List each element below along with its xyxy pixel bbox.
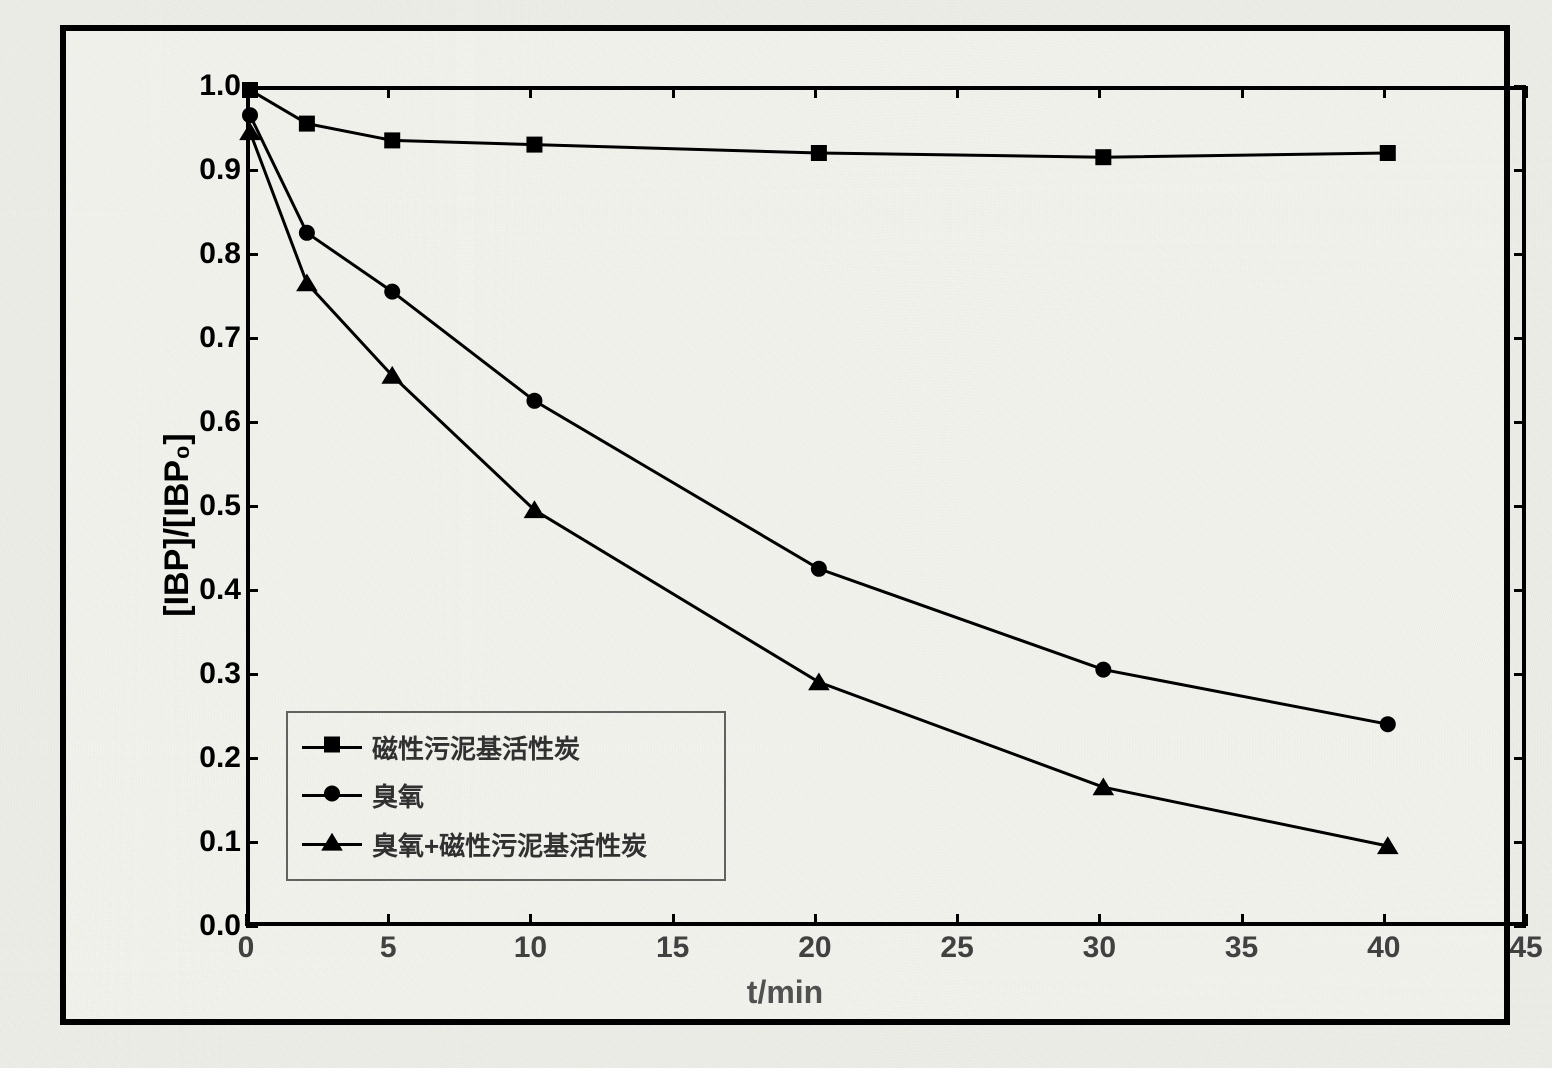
y-tick-label: 0.5 xyxy=(161,489,241,523)
y-tick xyxy=(1514,841,1526,844)
x-tick-label: 30 xyxy=(1083,931,1116,965)
y-tick-label: 0.9 xyxy=(161,153,241,187)
triangle-marker xyxy=(296,273,318,291)
x-tick-label: 10 xyxy=(514,931,547,965)
y-tick xyxy=(1514,757,1526,760)
y-tick-label: 0.2 xyxy=(161,741,241,775)
y-tick xyxy=(246,757,258,760)
legend-line xyxy=(302,794,362,797)
y-tick xyxy=(1514,253,1526,256)
y-tick xyxy=(246,337,258,340)
legend-label: 臭氧 xyxy=(372,777,424,814)
legend-marker xyxy=(320,830,344,859)
y-tick xyxy=(246,169,258,172)
circle-marker xyxy=(242,107,258,123)
circle-marker xyxy=(1380,716,1396,732)
y-tick xyxy=(246,421,258,424)
x-tick xyxy=(1241,86,1244,98)
y-tick xyxy=(1514,169,1526,172)
x-tick xyxy=(672,914,675,926)
legend-row-ozone-plus-carbon: 臭氧+磁性污泥基活性炭 xyxy=(302,826,710,863)
x-tick-label: 20 xyxy=(798,931,831,965)
legend-row-ozone: 臭氧 xyxy=(302,777,710,814)
legend-line xyxy=(302,746,362,749)
y-tick xyxy=(1514,589,1526,592)
y-tick xyxy=(246,673,258,676)
y-tick xyxy=(246,253,258,256)
circle-marker xyxy=(811,561,827,577)
y-tick xyxy=(246,589,258,592)
x-tick-label: 0 xyxy=(238,931,255,965)
x-tick xyxy=(1525,914,1528,926)
x-tick xyxy=(956,914,959,926)
x-tick xyxy=(529,914,532,926)
legend-box: 磁性污泥基活性炭臭氧臭氧+磁性污泥基活性炭 xyxy=(286,711,726,881)
legend-line xyxy=(302,843,362,846)
x-tick xyxy=(956,86,959,98)
x-axis-label: t/min xyxy=(747,974,823,1011)
x-tick xyxy=(814,86,817,98)
triangle-marker xyxy=(808,672,830,690)
circle-marker xyxy=(526,393,542,409)
x-tick xyxy=(1098,86,1101,98)
square-marker xyxy=(299,116,315,132)
x-tick xyxy=(245,86,248,98)
y-tick-label: 0.8 xyxy=(161,237,241,271)
series-line-ozone xyxy=(250,115,1388,724)
y-tick xyxy=(1514,673,1526,676)
y-tick-label: 0.1 xyxy=(161,825,241,859)
legend-label: 臭氧+磁性污泥基活性炭 xyxy=(372,826,647,863)
x-tick xyxy=(387,914,390,926)
y-tick-label: 0.3 xyxy=(161,657,241,691)
x-tick-label: 45 xyxy=(1509,931,1542,965)
triangle-marker xyxy=(1093,777,1115,795)
triangle-marker xyxy=(321,832,343,850)
x-tick xyxy=(1098,914,1101,926)
y-tick xyxy=(246,841,258,844)
x-tick xyxy=(387,86,390,98)
y-tick xyxy=(1514,505,1526,508)
x-tick xyxy=(814,914,817,926)
square-marker xyxy=(526,137,542,153)
x-tick-label: 40 xyxy=(1367,931,1400,965)
legend-marker xyxy=(320,733,344,762)
x-tick xyxy=(1241,914,1244,926)
x-tick-label: 15 xyxy=(656,931,689,965)
x-tick xyxy=(1383,914,1386,926)
y-tick-label: 0.4 xyxy=(161,573,241,607)
x-tick-label: 25 xyxy=(940,931,973,965)
square-marker xyxy=(1380,145,1396,161)
circle-marker xyxy=(1095,662,1111,678)
y-tick-label: 0.6 xyxy=(161,405,241,439)
circle-marker xyxy=(324,785,340,801)
legend-row-magnetic-sludge-carbon: 磁性污泥基活性炭 xyxy=(302,729,710,766)
y-tick-label: 1.0 xyxy=(161,69,241,103)
legend-label: 磁性污泥基活性炭 xyxy=(372,729,580,766)
square-marker xyxy=(811,145,827,161)
circle-marker xyxy=(299,225,315,241)
x-tick xyxy=(672,86,675,98)
square-marker xyxy=(324,737,340,753)
x-tick-label: 5 xyxy=(380,931,397,965)
square-marker xyxy=(1095,149,1111,165)
y-tick xyxy=(1514,421,1526,424)
x-tick xyxy=(1525,86,1528,98)
x-tick xyxy=(245,914,248,926)
y-tick xyxy=(1514,337,1526,340)
y-tick xyxy=(246,505,258,508)
x-tick-label: 35 xyxy=(1225,931,1258,965)
circle-marker xyxy=(384,284,400,300)
legend-marker xyxy=(320,781,344,810)
chart-outer-frame: [IBP]/[IBP₀] t/min 磁性污泥基活性炭臭氧臭氧+磁性污泥基活性炭… xyxy=(60,25,1510,1025)
x-tick xyxy=(1383,86,1386,98)
y-tick-label: 0.7 xyxy=(161,321,241,355)
y-tick-label: 0.0 xyxy=(161,909,241,943)
x-tick xyxy=(529,86,532,98)
square-marker xyxy=(384,132,400,148)
